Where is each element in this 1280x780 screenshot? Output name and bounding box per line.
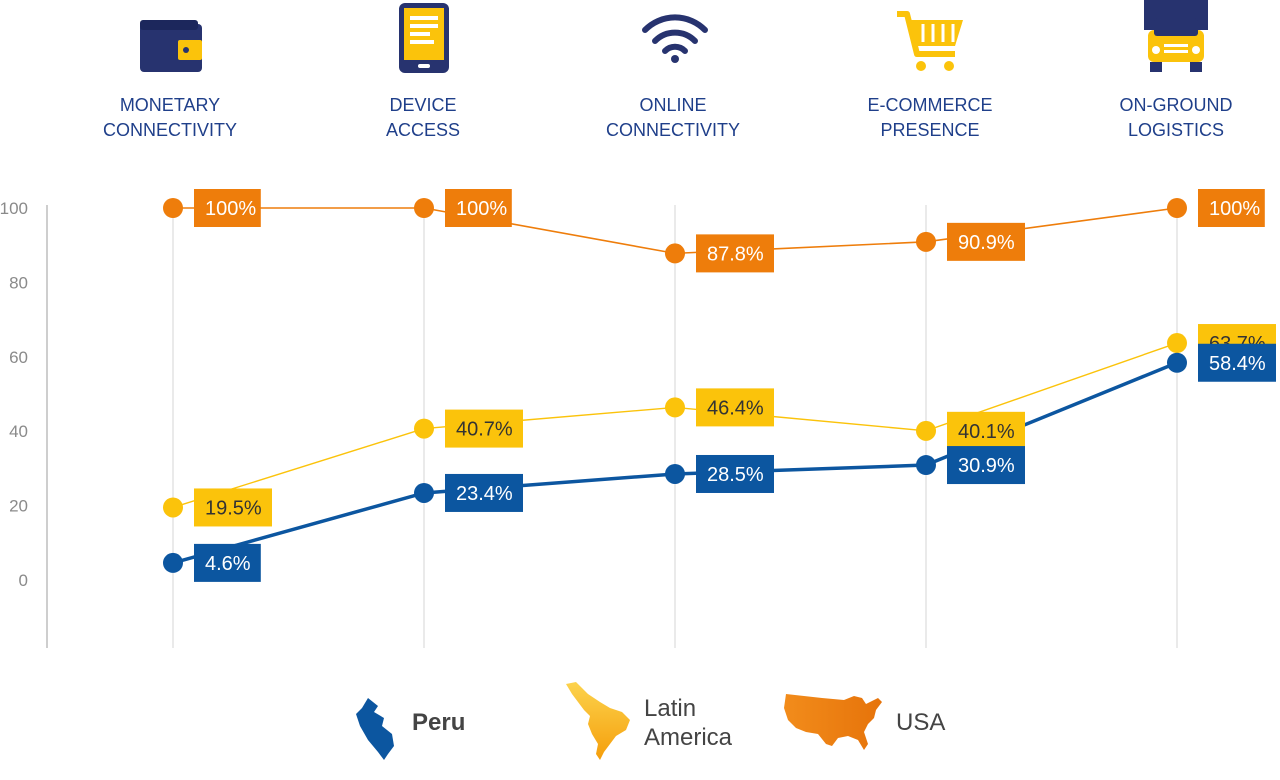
data-label: 40.1% — [947, 411, 1025, 450]
data-label-box — [947, 446, 1025, 485]
data-label-text: 40.7% — [456, 419, 513, 441]
data-label-text: 87.8% — [707, 243, 764, 265]
data-label: 90.9% — [947, 222, 1025, 261]
y-tick-label: 80 — [9, 273, 28, 292]
data-point — [414, 418, 434, 439]
category-label-5: ON-GROUND LOGISTICS — [1119, 95, 1233, 140]
wifi-icon — [642, 14, 708, 63]
data-label-text: 46.4% — [707, 397, 764, 419]
data-point — [163, 552, 183, 573]
data-label: 30.9% — [947, 446, 1025, 485]
data-label-text: 58.4% — [1209, 353, 1266, 375]
category-label-4: E-COMMERCE PRESENCE — [867, 95, 993, 140]
data-point — [916, 420, 936, 441]
data-label: 19.5% — [194, 488, 272, 527]
data-label-text: 28.5% — [707, 464, 764, 486]
data-point — [414, 482, 434, 503]
data-point — [1167, 198, 1187, 218]
data-label-text: 90.9% — [958, 232, 1015, 254]
data-point — [916, 455, 936, 476]
data-label-box — [194, 543, 261, 582]
data-label: 87.8% — [696, 234, 774, 273]
wallet-icon — [140, 20, 202, 72]
y-tick-label: 60 — [9, 348, 28, 367]
data-label: 100% — [1198, 189, 1265, 227]
data-label-box — [194, 189, 261, 227]
legend-latin-america: Latin America — [644, 695, 733, 751]
data-label-text: 100% — [205, 198, 256, 220]
usa-map-icon — [784, 694, 882, 750]
legend-peru: Peru — [412, 709, 466, 736]
grid-lines — [172, 205, 1178, 648]
data-label: 58.4% — [1198, 343, 1276, 382]
data-label-box — [194, 488, 272, 527]
data-label-box — [445, 189, 512, 227]
category-label-3: ONLINE CONNECTIVITY — [605, 95, 740, 140]
legend-usa: USA — [896, 709, 946, 736]
data-label: 100% — [445, 189, 512, 227]
data-label-text: 23.4% — [456, 483, 513, 505]
data-label: 100% — [194, 189, 261, 227]
data-point — [665, 397, 685, 418]
data-point — [665, 463, 685, 484]
data-labels: 100% 100% 87.8% 90.9% 100% 19.5% 40.7% 46.4% 40.… — [194, 189, 1276, 582]
data-label: 23.4% — [445, 473, 523, 512]
data-label-text: 4.6% — [205, 553, 251, 575]
data-label-box — [1198, 189, 1265, 227]
data-point — [1167, 333, 1187, 354]
data-label: 40.7% — [445, 409, 523, 448]
y-tick-label: 20 — [9, 497, 28, 516]
category-label-2: DEVICE ACCESS — [385, 95, 461, 140]
data-label-text: 100% — [456, 198, 507, 220]
data-label-text: 19.5% — [205, 497, 262, 519]
data-label: 28.5% — [696, 454, 774, 493]
data-label-text: 30.9% — [958, 455, 1015, 477]
data-label-box — [696, 388, 774, 427]
latin-america-map-icon — [566, 682, 630, 760]
data-label-box — [445, 473, 523, 512]
data-label-box — [445, 409, 523, 448]
peru-map-icon — [356, 698, 394, 760]
tablet-icon — [399, 3, 449, 73]
data-point — [665, 243, 685, 264]
y-tick-label: 40 — [9, 422, 28, 441]
y-tick-label: 100 — [0, 199, 28, 218]
data-label-box — [1198, 343, 1276, 382]
data-label: 4.6% — [194, 543, 261, 582]
data-point — [414, 198, 434, 218]
data-label-box — [947, 411, 1025, 450]
shopping-cart-icon — [897, 11, 963, 71]
truck-icon — [1144, 0, 1208, 72]
y-axis: 100 80 60 40 20 0 — [0, 199, 48, 648]
data-label-text: 40.1% — [958, 421, 1015, 443]
data-label-box — [696, 454, 774, 493]
data-label-text: 100% — [1209, 198, 1260, 220]
category-label-1: MONETARY CONNECTIVITY — [102, 95, 237, 140]
series-points — [163, 198, 1187, 573]
data-point — [163, 198, 183, 218]
data-label-box — [947, 222, 1025, 261]
data-label: 46.4% — [696, 388, 774, 427]
data-point — [916, 231, 936, 252]
data-point — [163, 497, 183, 518]
data-point — [1167, 352, 1187, 373]
y-tick-label: 0 — [19, 571, 28, 590]
data-label-box — [696, 234, 774, 273]
